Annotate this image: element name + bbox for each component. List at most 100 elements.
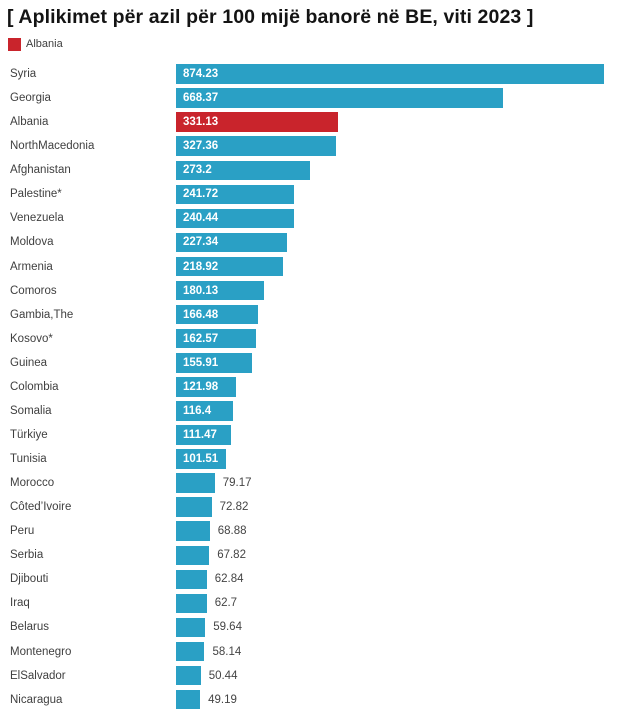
chart-row: Djibouti 62.84 xyxy=(0,567,634,591)
bar-chart: Syria 874.23 Georgia 668.37 Albania 331.13 Nor… xyxy=(0,62,634,712)
category-label: Albania xyxy=(10,116,49,129)
bar-track: 327.36 xyxy=(176,136,604,156)
chart-bar[interactable] xyxy=(176,641,205,662)
value-label: 180.13 xyxy=(183,284,219,297)
chart-bar[interactable] xyxy=(176,304,258,325)
category-label: Syria xyxy=(10,68,37,81)
chart-row: ElSalvador 50.44 xyxy=(0,664,634,688)
category-label: Venezuela xyxy=(10,212,64,225)
value-label: 227.34 xyxy=(183,236,219,249)
chart-bar[interactable] xyxy=(176,64,604,84)
chart-bar[interactable] xyxy=(176,689,201,710)
category-label: Montenegro xyxy=(10,645,72,658)
value-label: 155.91 xyxy=(183,356,219,369)
category-label: Iraq xyxy=(10,597,30,610)
legend: Albania xyxy=(8,37,634,51)
category-label: Colombia xyxy=(10,380,59,393)
chart-row: Montenegro 58.14 xyxy=(0,640,634,664)
chart-bar[interactable] xyxy=(176,497,212,517)
category-label: Tunisia xyxy=(10,453,47,466)
chart-bar[interactable] xyxy=(176,377,236,397)
chart-row: Venezuela 240.44 xyxy=(0,206,634,230)
chart-bar[interactable] xyxy=(176,88,504,108)
value-label: 668.37 xyxy=(183,92,219,105)
bar-track: 62.7 xyxy=(176,593,604,614)
chart-bar[interactable] xyxy=(176,232,288,253)
chart-bar[interactable] xyxy=(176,521,210,541)
chart-row: Albania 331.13 xyxy=(0,110,634,134)
chart-bar[interactable] xyxy=(176,136,337,156)
value-label: 874.23 xyxy=(183,68,219,81)
category-label: Nicaragua xyxy=(10,693,63,706)
chart-bar[interactable] xyxy=(176,280,265,301)
chart-bar[interactable] xyxy=(176,425,231,445)
category-label: Türkiye xyxy=(10,428,48,441)
chart-row: Somalia 116.4 xyxy=(0,399,634,423)
chart-row: Morocco 79.17 xyxy=(0,471,634,495)
category-label: ElSalvador xyxy=(10,669,66,682)
bar-track: 155.91 xyxy=(176,353,604,373)
bar-track: 116.4 xyxy=(176,401,604,421)
value-label: 218.92 xyxy=(183,260,219,273)
legend-label[interactable]: Albania xyxy=(26,38,63,50)
chart-row: Afghanistan 273.2 xyxy=(0,158,634,182)
chart-row: Serbia 67.82 xyxy=(0,543,634,567)
chart-bar[interactable] xyxy=(176,617,206,638)
chart-bar[interactable] xyxy=(176,256,284,277)
chart-row: Georgia 668.37 xyxy=(0,86,634,110)
value-label: 49.19 xyxy=(208,693,237,706)
chart-row: Côted’Ivoire 72.82 xyxy=(0,495,634,519)
chart-row: Belarus 59.64 xyxy=(0,615,634,639)
chart-bar[interactable] xyxy=(176,184,295,205)
chart-bar[interactable] xyxy=(176,593,207,614)
bar-track: 166.48 xyxy=(176,304,604,325)
chart-bar[interactable] xyxy=(176,353,253,373)
chart-bar[interactable] xyxy=(176,401,233,421)
legend-swatch-icon xyxy=(8,37,21,51)
bar-track: 79.17 xyxy=(176,473,604,493)
value-label: 62.84 xyxy=(214,573,244,586)
value-label: 240.44 xyxy=(183,212,219,225)
value-label: 68.88 xyxy=(217,525,247,538)
category-label: NorthMacedonia xyxy=(10,140,95,153)
value-label: 121.98 xyxy=(183,380,219,393)
bar-track: 101.51 xyxy=(176,449,604,469)
bar-track: 240.44 xyxy=(176,208,604,229)
chart-row: Peru 68.88 xyxy=(0,519,634,543)
chart-bar[interactable] xyxy=(176,328,256,349)
value-label: 72.82 xyxy=(219,501,249,514)
bar-track: 50.44 xyxy=(176,665,604,686)
chart-bar[interactable] xyxy=(176,208,294,229)
bar-track: 180.13 xyxy=(176,280,604,301)
bar-track: 227.34 xyxy=(176,232,604,253)
chart-bar[interactable] xyxy=(176,545,210,566)
value-label: 59.64 xyxy=(213,621,242,634)
bar-track: 67.82 xyxy=(176,545,604,566)
chart-row: NorthMacedonia 327.36 xyxy=(0,134,634,158)
value-label: 166.48 xyxy=(183,308,219,321)
category-label: Comoros xyxy=(10,284,57,297)
chart-row: Iraq 62.7 xyxy=(0,591,634,615)
chart-row: Guinea 155.91 xyxy=(0,351,634,375)
chart-bar[interactable] xyxy=(176,449,226,469)
chart-bar-highlight[interactable] xyxy=(176,112,339,132)
value-label: 62.7 xyxy=(214,597,238,610)
chart-bar[interactable] xyxy=(176,569,207,590)
value-label: 111.47 xyxy=(183,428,217,441)
chart-row: Comoros 180.13 xyxy=(0,279,634,303)
chart-row: Kosovo* 162.57 xyxy=(0,327,634,351)
bar-track: 162.57 xyxy=(176,328,604,349)
value-label: 79.17 xyxy=(222,477,252,490)
value-label: 162.57 xyxy=(183,332,219,345)
bar-track: 218.92 xyxy=(176,256,604,277)
chart-bar[interactable] xyxy=(176,665,201,686)
category-label: Somalia xyxy=(10,404,52,417)
chart-row: Tunisia 101.51 xyxy=(0,447,634,471)
value-label: 273.2 xyxy=(183,164,212,177)
category-label: Moldova xyxy=(10,236,54,249)
chart-bar[interactable] xyxy=(176,473,215,493)
category-label: Georgia xyxy=(10,92,51,105)
chart-bar[interactable] xyxy=(176,160,310,181)
category-label: Djibouti xyxy=(10,573,49,586)
category-label: Palestine* xyxy=(10,188,62,201)
